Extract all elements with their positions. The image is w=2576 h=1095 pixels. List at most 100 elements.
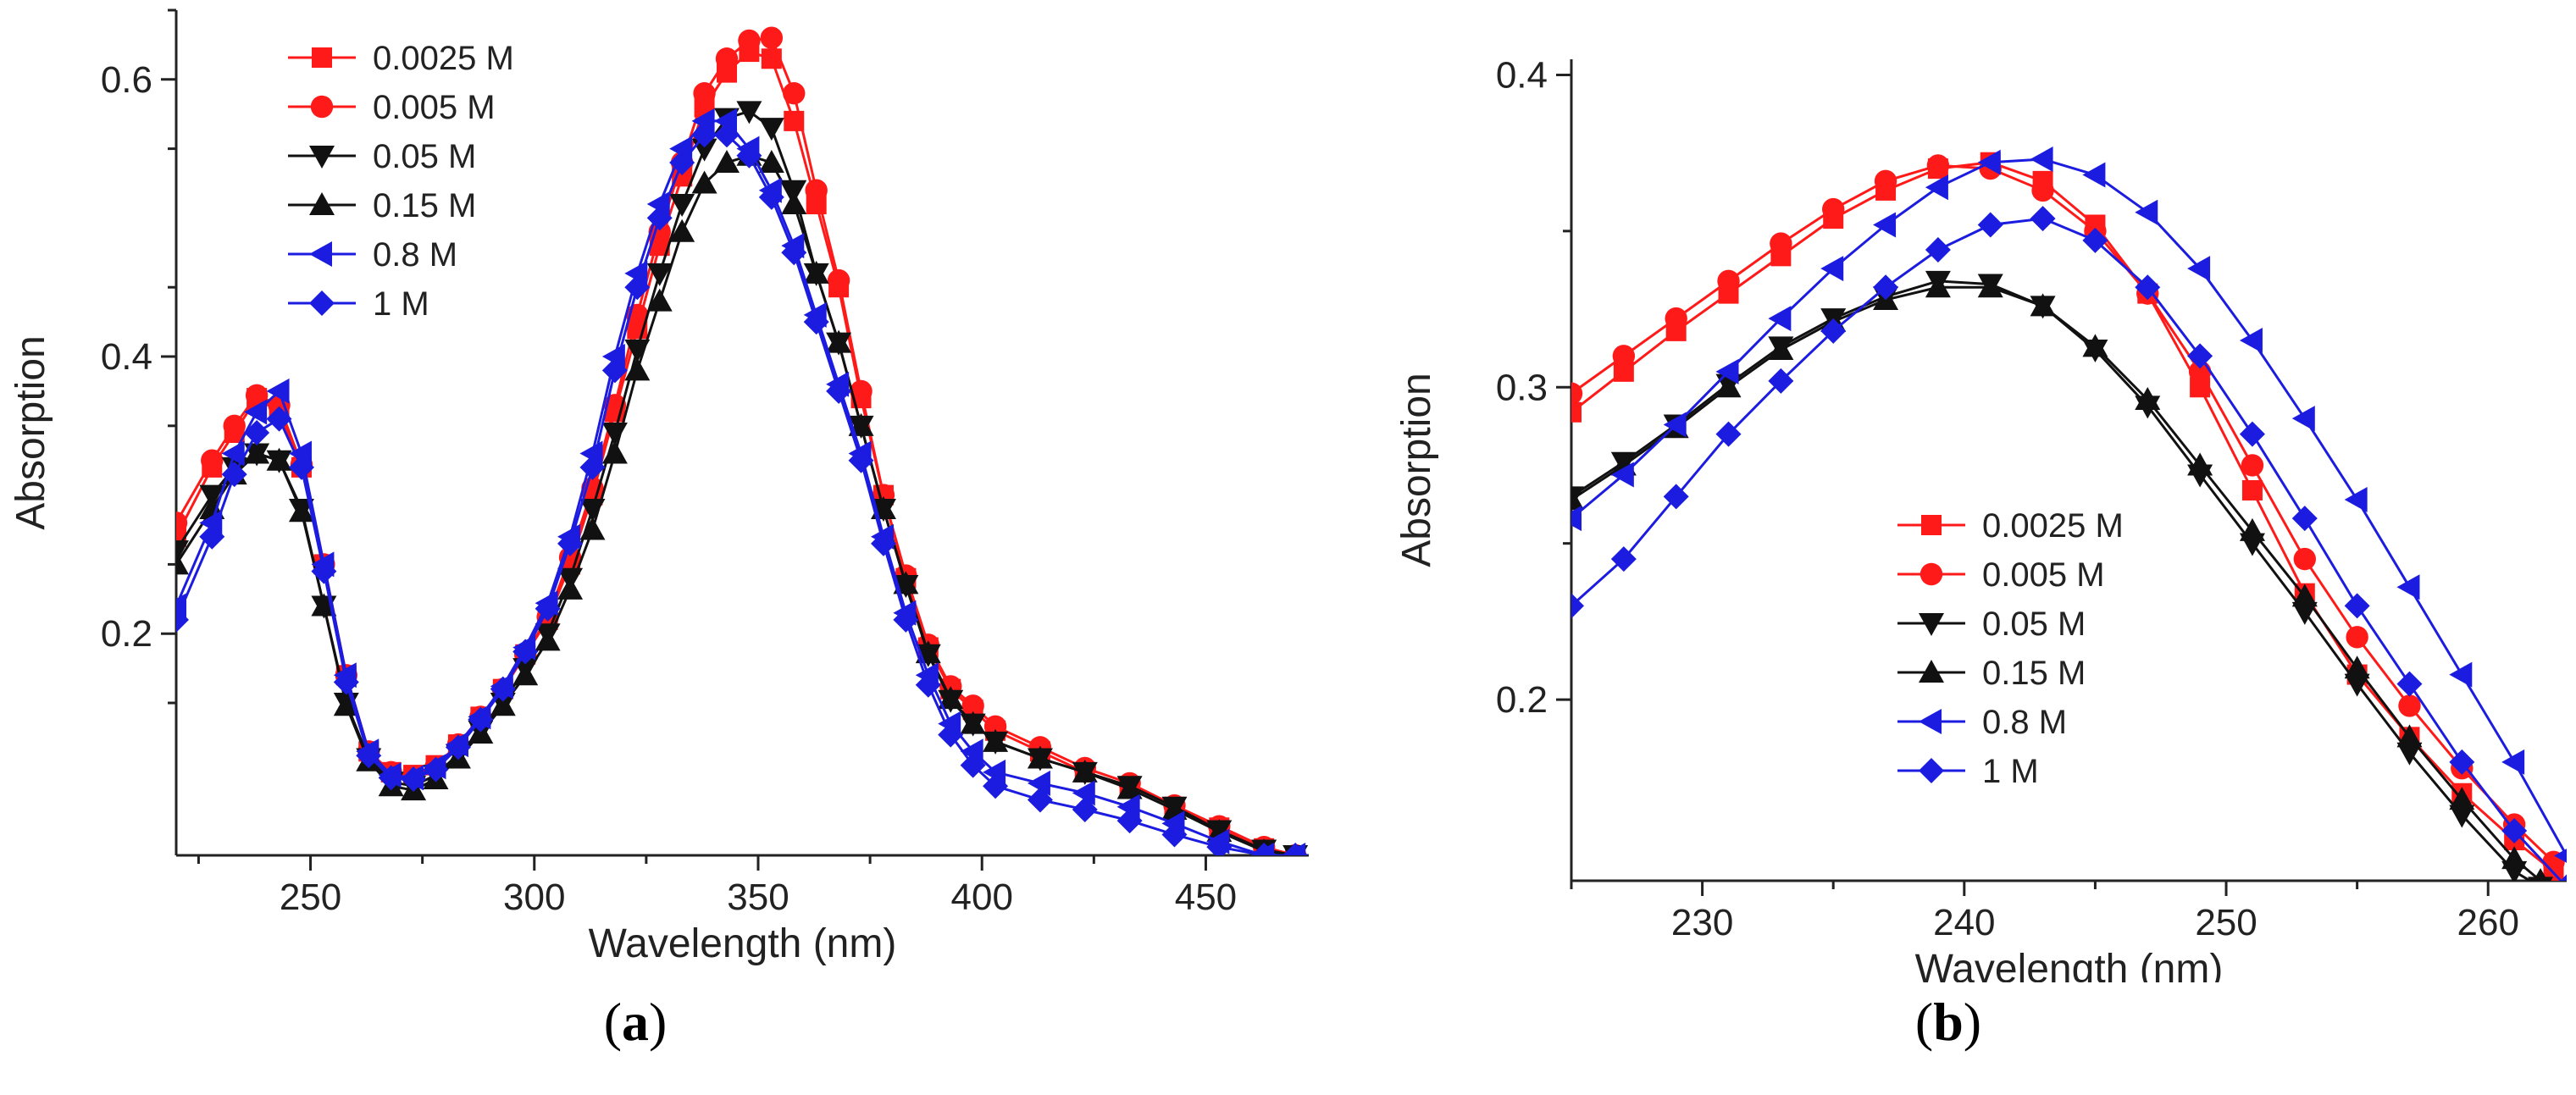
data-point [738,29,761,53]
data-point [983,773,1009,799]
legend-label: 0.15 M [1982,655,2086,692]
data-point [1768,337,1794,361]
data-point [2501,817,2528,843]
data-point [850,379,873,403]
data-point [1663,412,1687,438]
data-point [445,734,471,760]
data-point [2187,452,2213,476]
x-tick-label: 230 [1671,902,1733,943]
data-point [2135,274,2161,301]
data-point [2344,593,2370,619]
data-point [669,194,695,218]
data-point [2449,661,2473,688]
data-point [333,669,359,695]
data-point [781,240,807,266]
data-point [760,26,784,49]
data-point [2449,749,2475,775]
y-tick-label: 0.3 [1496,367,1548,408]
x-tick-label: 250 [280,877,341,918]
data-point [960,752,986,778]
data-point [669,149,695,175]
data-point [356,743,382,769]
series-line [176,154,1296,855]
data-point [938,686,964,710]
data-point [646,288,673,312]
legend-marker [309,241,332,267]
data-point [2449,787,2475,810]
data-point [535,595,561,622]
data-point [893,606,919,633]
data-point [244,420,270,445]
legend-marker [1921,515,1942,535]
legend-label: 1 M [373,285,429,323]
legend-label: 0.05 M [1982,606,2086,643]
data-point [490,676,516,702]
data-point [2346,626,2368,649]
legend-label: 0.15 M [373,187,476,224]
data-point [244,399,268,425]
panel-label-a: (a) [603,992,668,1052]
legend-marker [309,290,335,316]
data-point [2031,179,2054,202]
data-point [1161,821,1188,848]
legend-label: 1 M [1982,753,2039,790]
data-point [2135,199,2158,225]
data-point [783,81,806,105]
data-point [2239,327,2263,353]
data-point [288,499,314,523]
data-point [2344,655,2370,679]
data-point [490,693,516,716]
data-point [579,454,606,480]
data-point [423,756,449,783]
data-point [691,170,717,194]
data-point [1977,149,2001,175]
data-point [244,440,270,464]
legend-marker [1920,562,1943,586]
data-point [870,530,896,556]
legend-label: 0.0025 M [1982,507,2124,545]
data-point [176,551,189,575]
data-point [693,81,716,105]
data-point [983,728,1009,752]
legend-marker [1919,758,1944,783]
x-tick-label: 250 [2195,902,2257,943]
data-point [1874,169,1897,193]
data-point [1027,787,1053,813]
data-point [805,179,828,202]
data-point [1571,487,1584,511]
data-point [1873,274,1899,301]
data-point [1027,745,1053,769]
legend-marker [312,47,332,68]
data-point [960,711,986,734]
data-point [2293,547,2316,571]
data-point [266,447,292,471]
data-point [2239,421,2265,447]
series-line [176,119,1296,855]
data-point [691,122,717,148]
data-point [1925,174,1948,201]
data-point [826,329,852,353]
data-point [2396,671,2423,697]
x-tick-label: 400 [951,877,1013,918]
data-point [1612,345,1636,368]
data-point [176,512,188,534]
data-point [1116,808,1143,834]
data-point [758,184,784,210]
data-point [1925,274,1951,298]
data-point [2135,387,2161,411]
data-point [378,765,404,791]
y-tick-label: 0.6 [101,59,152,101]
data-point [2239,517,2265,541]
data-point [646,263,673,286]
data-point [938,722,964,748]
data-point [1610,462,1634,488]
data-point [2082,162,2106,188]
legend-marker [1919,709,1942,734]
legend-marker [310,95,334,119]
legend-marker [309,146,335,169]
data-point [1027,770,1050,796]
y-axis-title: Absorption [1394,373,1439,567]
data-point [2291,506,2318,532]
data-point [646,205,673,231]
data-point [736,142,762,169]
